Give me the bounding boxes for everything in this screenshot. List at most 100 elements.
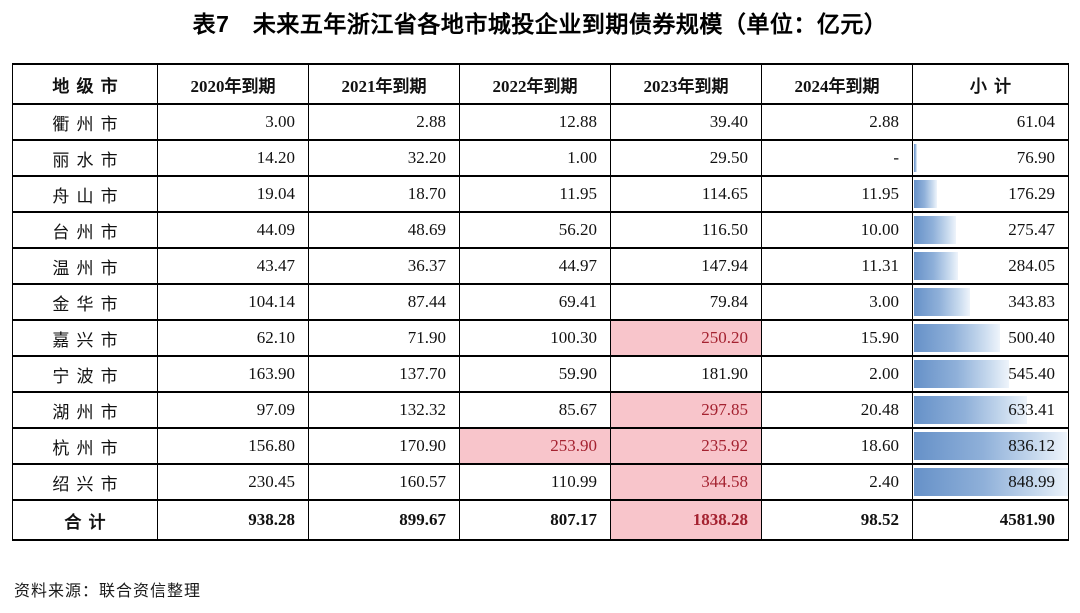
city-cell: 合计 <box>12 499 158 541</box>
source-note: 资料来源：联合资信整理 <box>14 583 202 600</box>
value-cell: 39.40 <box>610 103 762 141</box>
subtotal-data-bar <box>914 432 1067 460</box>
subtotal-value: 545.40 <box>1008 364 1055 383</box>
city-cell: 杭州市 <box>12 427 158 465</box>
value-cell: 79.84 <box>610 283 762 321</box>
value-cell: 1.00 <box>459 139 611 177</box>
city-cell: 舟山市 <box>12 175 158 213</box>
table-row: 丽水市 14.20 32.20 1.00 29.50- 76.90 <box>12 139 1069 177</box>
city-cell: 宁波市 <box>12 355 158 393</box>
value-cell: 20.48 <box>761 391 913 429</box>
value-cell: 3.00 <box>761 283 913 321</box>
value-cell: 85.67 <box>459 391 611 429</box>
subtotal-data-bar <box>914 180 937 208</box>
value-cell: 1838.28 <box>610 499 762 541</box>
value-cell: 98.52 <box>761 499 913 541</box>
subtotal-data-bar <box>914 360 1010 388</box>
value-cell: 43.47 <box>157 247 309 285</box>
value-cell: 807.17 <box>459 499 611 541</box>
subtotal-value: 76.90 <box>1016 148 1055 167</box>
value-cell: 3.00 <box>157 103 309 141</box>
value-cell: - <box>761 139 913 177</box>
column-header-year: 2022年到期 <box>459 63 611 105</box>
subtotal-cell: 76.90 <box>912 139 1069 177</box>
value-cell: 110.99 <box>459 463 611 501</box>
subtotal-cell: 176.29 <box>912 175 1069 213</box>
subtotal-value: 176.29 <box>1008 184 1055 203</box>
value-cell: 230.45 <box>157 463 309 501</box>
table-title: 表7 未来五年浙江省各地市城投企业到期债券规模（单位：亿元） <box>192 11 888 37</box>
value-cell: 59.90 <box>459 355 611 393</box>
value-cell: 156.80 <box>157 427 309 465</box>
value-cell: 2.40 <box>761 463 913 501</box>
value-cell: 147.94 <box>610 247 762 285</box>
city-cell: 绍兴市 <box>12 463 158 501</box>
value-cell: 235.92 <box>610 427 762 465</box>
value-cell: 163.90 <box>157 355 309 393</box>
subtotal-cell: 500.40 <box>912 319 1069 357</box>
subtotal-data-bar <box>914 252 958 280</box>
subtotal-cell: 848.99 <box>912 463 1069 501</box>
value-cell: 12.88 <box>459 103 611 141</box>
value-cell: 104.14 <box>157 283 309 321</box>
value-cell: 297.85 <box>610 391 762 429</box>
subtotal-value: 275.47 <box>1008 220 1055 239</box>
bond-maturity-table: 地级市 2020年到期 2021年到期 2022年到期 2023年到期 2024年到期 小计… <box>12 63 1069 541</box>
value-cell: 114.65 <box>610 175 762 213</box>
subtotal-cell: 545.40 <box>912 355 1069 393</box>
value-cell: 56.20 <box>459 211 611 249</box>
column-header-city: 地级市 <box>12 63 158 105</box>
value-cell: 71.90 <box>308 319 460 357</box>
value-cell: 899.67 <box>308 499 460 541</box>
subtotal-value: 836.12 <box>1008 436 1055 455</box>
value-cell: 938.28 <box>157 499 309 541</box>
column-header-year: 2023年到期 <box>610 63 762 105</box>
table-row: 台州市 44.09 48.69 56.20 116.50 10.00 275.47 <box>12 211 1069 249</box>
subtotal-data-bar <box>914 216 957 244</box>
value-cell: 14.20 <box>157 139 309 177</box>
subtotal-cell: 4581.90 <box>912 499 1069 541</box>
value-cell: 19.04 <box>157 175 309 213</box>
subtotal-cell: 633.41 <box>912 391 1069 429</box>
value-cell: 29.50 <box>610 139 762 177</box>
value-cell: 253.90 <box>459 427 611 465</box>
city-cell: 台州市 <box>12 211 158 249</box>
subtotal-value: 284.05 <box>1008 256 1055 275</box>
value-cell: 87.44 <box>308 283 460 321</box>
table-row: 湖州市 97.09 132.32 85.67 297.85 20.48 633.41 <box>12 391 1069 429</box>
value-cell: 36.37 <box>308 247 460 285</box>
value-cell: 11.31 <box>761 247 913 285</box>
value-cell: 2.88 <box>308 103 460 141</box>
table-row: 金华市 104.14 87.44 69.41 79.84 3.00 343.83 <box>12 283 1069 321</box>
subtotal-cell: 343.83 <box>912 283 1069 321</box>
value-cell: 32.20 <box>308 139 460 177</box>
value-cell: 170.90 <box>308 427 460 465</box>
subtotal-data-bar <box>914 324 1001 352</box>
subtotal-value: 848.99 <box>1008 472 1055 491</box>
subtotal-value: 500.40 <box>1008 328 1055 347</box>
column-header-year: 2021年到期 <box>308 63 460 105</box>
subtotal-value: 4581.90 <box>999 510 1055 529</box>
subtotal-data-bar <box>914 468 1068 496</box>
total-row: 合计 938.28 899.67 807.17 1838.28 98.52 4581.90 <box>12 499 1069 541</box>
table-row: 宁波市 163.90 137.70 59.90 181.90 2.00 545.40 <box>12 355 1069 393</box>
value-cell: 181.90 <box>610 355 762 393</box>
table-row: 绍兴市 230.45 160.57 110.99 344.58 2.40 848.99 <box>12 463 1069 501</box>
value-cell: 344.58 <box>610 463 762 501</box>
subtotal-data-bar <box>914 144 918 172</box>
table-row: 嘉兴市 62.10 71.90 100.30 250.20 15.90 500.40 <box>12 319 1069 357</box>
table-row: 杭州市 156.80 170.90 253.90 235.92 18.60 836.12 <box>12 427 1069 465</box>
value-cell: 132.32 <box>308 391 460 429</box>
header-row: 地级市 2020年到期 2021年到期 2022年到期 2023年到期 2024年到期 小计 <box>12 63 1069 105</box>
subtotal-data-bar <box>914 288 970 316</box>
value-cell: 2.88 <box>761 103 913 141</box>
value-cell: 100.30 <box>459 319 611 357</box>
value-cell: 69.41 <box>459 283 611 321</box>
column-header-subtotal: 小计 <box>912 63 1069 105</box>
city-cell: 温州市 <box>12 247 158 285</box>
subtotal-data-bar <box>914 396 1027 424</box>
value-cell: 160.57 <box>308 463 460 501</box>
value-cell: 15.90 <box>761 319 913 357</box>
table-body: 衢州市 3.00 2.88 12.88 39.40 2.88 61.04 丽水市 14.20 32… <box>12 103 1069 541</box>
